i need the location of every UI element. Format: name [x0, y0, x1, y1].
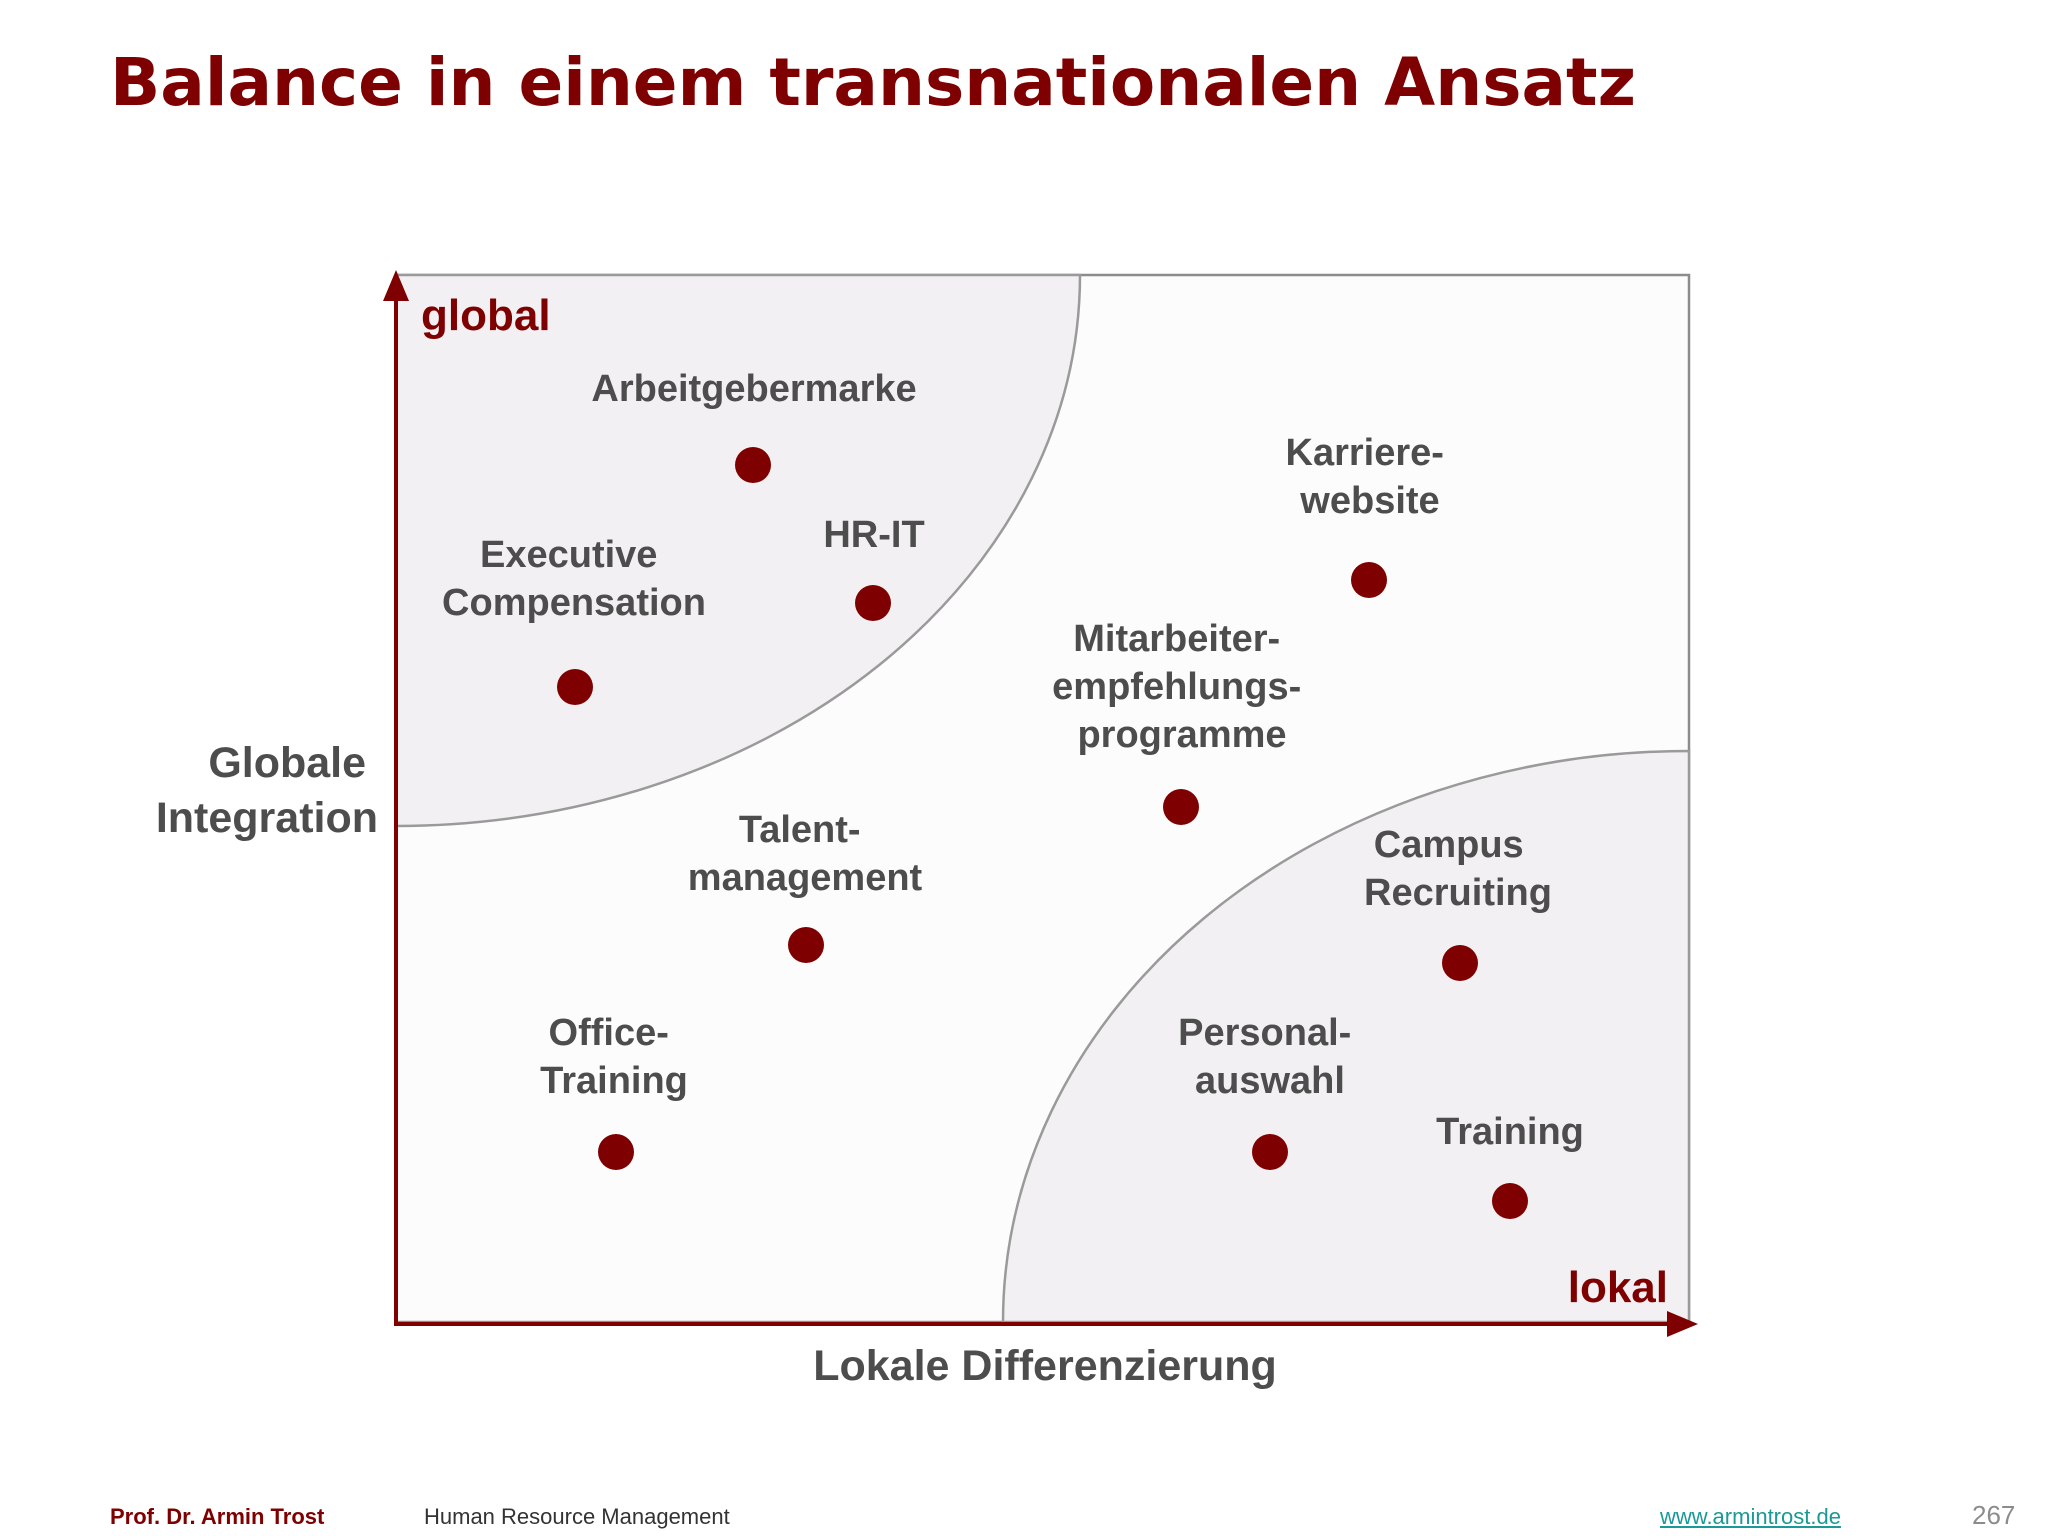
item-label-line: Recruiting	[1364, 872, 1552, 914]
slide-title: Balance in einem transnationalen Ansatz	[110, 44, 1636, 121]
footer-course: Human Resource Management	[424, 1504, 730, 1529]
item-label: Office- Training	[540, 1012, 688, 1102]
y-axis-arrowhead	[383, 270, 409, 301]
item-label: Executive Compensation	[442, 534, 706, 624]
item-label-line: empfehlungs-	[1052, 666, 1301, 708]
item-label-line: Training	[1436, 1111, 1584, 1153]
y-axis-title: Globale Integration	[156, 739, 378, 842]
item-training: Training	[1436, 1111, 1584, 1219]
item-label-line: programme	[1077, 714, 1286, 756]
item-label-line: Karriere-	[1286, 432, 1444, 474]
item-label-line: Talent-	[739, 809, 861, 851]
item-label-line: Campus	[1374, 824, 1524, 866]
item-marker	[598, 1134, 634, 1170]
item-label-line: Office-	[549, 1012, 669, 1054]
item-marker	[788, 927, 824, 963]
item-marker	[855, 585, 891, 621]
item-mitarbeiterempfehlungsprogramme: Mitarbeiter- empfehlungs- programme	[1052, 618, 1312, 825]
footer-website-link[interactable]: www.armintrost.de	[1660, 1504, 1841, 1529]
y-axis-end-label: global	[421, 291, 551, 340]
local-zone	[1001, 749, 1691, 1324]
item-label: Arbeitgebermarke	[591, 368, 916, 410]
item-label-line: Executive	[480, 534, 657, 576]
item-label-line: management	[688, 857, 923, 899]
item-talentmanagement: Talent- management	[688, 809, 923, 963]
item-label-line: Training	[540, 1060, 688, 1102]
item-label: Talent- management	[688, 809, 923, 899]
item-campus-recruiting: Campus Recruiting	[1364, 824, 1552, 981]
y-axis-title-line: Integration	[156, 794, 378, 842]
item-executive-compensation: Executive Compensation	[442, 534, 706, 705]
item-label-line: website	[1299, 480, 1439, 522]
item-label-line: auswahl	[1195, 1060, 1345, 1102]
page-number: 267	[1972, 1500, 2016, 1530]
item-label-line: HR-IT	[823, 514, 924, 556]
item-label: Mitarbeiter- empfehlungs- programme	[1052, 618, 1312, 756]
item-office-training: Office- Training	[540, 1012, 688, 1170]
item-marker	[557, 669, 593, 705]
item-marker	[1252, 1134, 1288, 1170]
item-marker	[1442, 945, 1478, 981]
item-label-line: Mitarbeiter-	[1073, 618, 1280, 660]
item-karriere-website: Karriere- website	[1286, 432, 1455, 598]
item-marker	[1492, 1183, 1528, 1219]
item-arbeitgebermarke: Arbeitgebermarke	[591, 368, 917, 483]
item-label: HR-IT	[823, 514, 924, 556]
x-axis-arrowhead	[1667, 1311, 1698, 1337]
x-axis-title: Lokale Differenzierung	[813, 1342, 1277, 1390]
item-personalauswahl: Personal- auswahl	[1178, 1012, 1362, 1170]
item-label-line: Personal-	[1178, 1012, 1351, 1054]
item-hr-it: HR-IT	[823, 514, 925, 621]
item-marker	[1163, 789, 1199, 825]
item-label: Campus Recruiting	[1364, 824, 1552, 914]
footer-author: Prof. Dr. Armin Trost	[110, 1504, 325, 1529]
y-axis-title-line: Globale	[208, 739, 366, 787]
item-label: Training	[1436, 1111, 1584, 1153]
item-marker	[1351, 562, 1387, 598]
item-label: Karriere- website	[1286, 432, 1455, 522]
item-marker	[735, 447, 771, 483]
item-label-line: Arbeitgebermarke	[591, 368, 916, 410]
item-label-line: Compensation	[442, 582, 706, 624]
x-axis-end-label: lokal	[1568, 1263, 1668, 1312]
item-label: Personal- auswahl	[1178, 1012, 1362, 1102]
